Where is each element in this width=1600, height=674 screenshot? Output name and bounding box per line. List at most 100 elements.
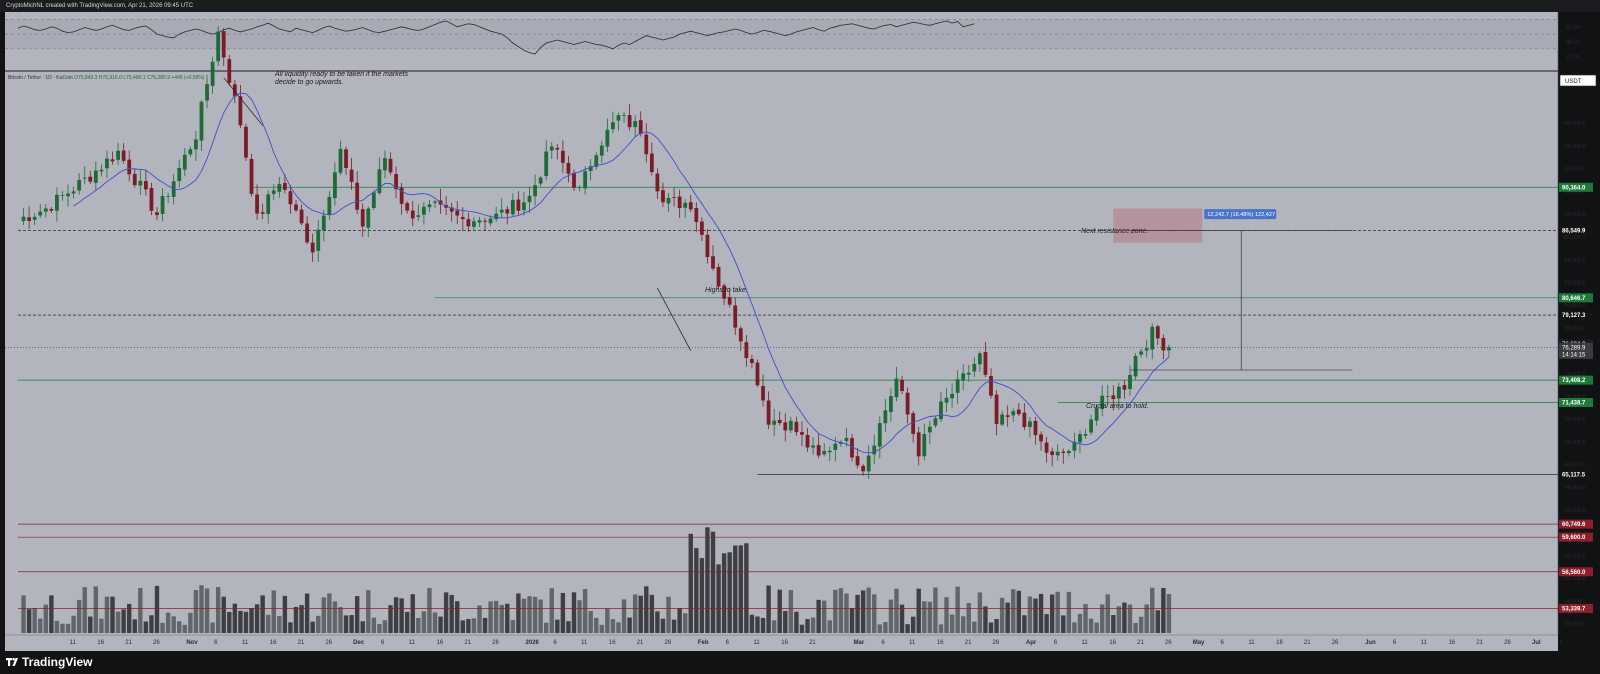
candle-body: [221, 31, 226, 58]
time-tick-label: 26: [492, 640, 499, 646]
time-tick-label: 16: [937, 640, 944, 646]
candle-body: [599, 145, 604, 156]
candle-body: [677, 196, 682, 209]
candle-body: [1167, 347, 1171, 351]
candle-body: [666, 197, 671, 204]
candle-body: [905, 392, 910, 415]
candle-body: [371, 192, 376, 209]
volume-bar: [416, 617, 421, 633]
candle-body: [182, 154, 187, 170]
volume-bar: [26, 609, 32, 633]
volume-bar: [132, 619, 137, 633]
volume-bar: [482, 617, 488, 633]
volume-bar: [76, 599, 82, 633]
candle-body: [755, 362, 760, 386]
candle-body: [1005, 415, 1010, 417]
volume-bar: [432, 612, 438, 633]
level-label-text: 65,117.5: [1562, 472, 1586, 478]
candle-body: [738, 328, 743, 342]
candle-body: [255, 194, 259, 214]
candle-body: [1139, 351, 1144, 355]
candle-body: [116, 150, 120, 160]
candle-body: [21, 216, 26, 222]
candle-body: [711, 256, 715, 269]
volume-bar: [760, 617, 766, 633]
candle-body: [505, 209, 510, 214]
time-tick-label: 16: [609, 640, 616, 646]
tradingview-brand: TradingView: [22, 655, 93, 669]
candle-body: [883, 410, 888, 424]
volume-bar: [399, 598, 404, 633]
volume-bar: [910, 616, 916, 633]
candle-body: [472, 221, 476, 227]
volume-bar: [421, 611, 427, 633]
currency-badge-text: USDT: [1565, 79, 1582, 85]
price-tick-label: 90,000.0: [1564, 189, 1586, 195]
volume-bar: [215, 587, 221, 633]
volume-bar: [694, 548, 699, 633]
level-label-box: [1559, 375, 1593, 385]
volume-bar: [1094, 622, 1099, 633]
volume-bar: [1083, 604, 1088, 633]
price-tick-label: 58,000.0: [1564, 553, 1586, 559]
volume-bar: [471, 618, 477, 633]
candle-body: [844, 438, 849, 441]
candle-body: [155, 212, 159, 215]
price-tick-label: 88,000.0: [1564, 212, 1586, 218]
volume-bar: [777, 589, 782, 633]
volume-bar: [1027, 596, 1033, 633]
candle-body: [82, 177, 87, 179]
candle-body: [1078, 434, 1082, 443]
resistance-zone-box[interactable]: [1113, 208, 1203, 243]
highs-arrow[interactable]: [657, 287, 692, 351]
volume-bar: [1133, 622, 1138, 633]
volume-bar: [316, 615, 321, 633]
volume-bar: [1038, 593, 1044, 633]
volume-bar: [104, 596, 110, 633]
candles: [21, 25, 1171, 479]
candle-body: [110, 159, 115, 162]
time-tick-label: 21: [809, 640, 816, 646]
volume-bar: [916, 588, 921, 633]
candle-body: [1133, 355, 1138, 377]
time-tick-label: 11: [1248, 640, 1255, 646]
volume-bar: [816, 599, 821, 633]
volume-bar: [505, 603, 510, 633]
currency-badge[interactable]: USDT: [1559, 74, 1597, 87]
volume-bar: [666, 596, 671, 633]
volume-bar: [304, 593, 310, 633]
candle-body: [149, 188, 154, 211]
annotation-liquidity-line1: All liquidity ready to be taken if the m…: [274, 71, 409, 78]
volume-bar: [49, 595, 54, 633]
candle-body: [866, 455, 871, 472]
volume-bar: [510, 620, 516, 633]
measure-label-box: [1204, 209, 1277, 220]
volume-bar: [193, 590, 199, 633]
volume-bar: [1138, 616, 1144, 633]
volume-bar: [555, 619, 560, 633]
volume-bar: [477, 605, 482, 633]
horizontal-levels[interactable]: [5, 186, 1558, 609]
liquidity-arrow[interactable]: [223, 77, 263, 126]
drawings[interactable]: 12,242.7 (16.48%) 122,427: [223, 77, 1353, 371]
level-label-text: 80,646.7: [1562, 296, 1586, 302]
volume-bar: [460, 620, 465, 633]
candle-body: [638, 120, 643, 134]
price-chart[interactable]: 12,242.7 (16.48%) 122,427 All liquidity …: [0, 0, 1600, 651]
plot-area: [5, 12, 1558, 635]
volume-bar: [1077, 613, 1083, 633]
time-tick-label: 21: [637, 640, 644, 646]
volume-bar: [65, 623, 71, 633]
volume-bar: [277, 616, 282, 633]
candle-body: [1105, 396, 1110, 397]
time-tick-label: 21: [125, 640, 132, 646]
volume-bar: [1033, 598, 1038, 633]
candle-body: [699, 221, 704, 235]
candle-body: [850, 438, 854, 458]
volume-bar: [605, 608, 610, 633]
candle-body: [260, 212, 265, 214]
candle-body: [1000, 414, 1005, 425]
candle-body: [99, 169, 104, 172]
volume-bar: [744, 543, 749, 633]
volume-bar: [1072, 622, 1077, 633]
